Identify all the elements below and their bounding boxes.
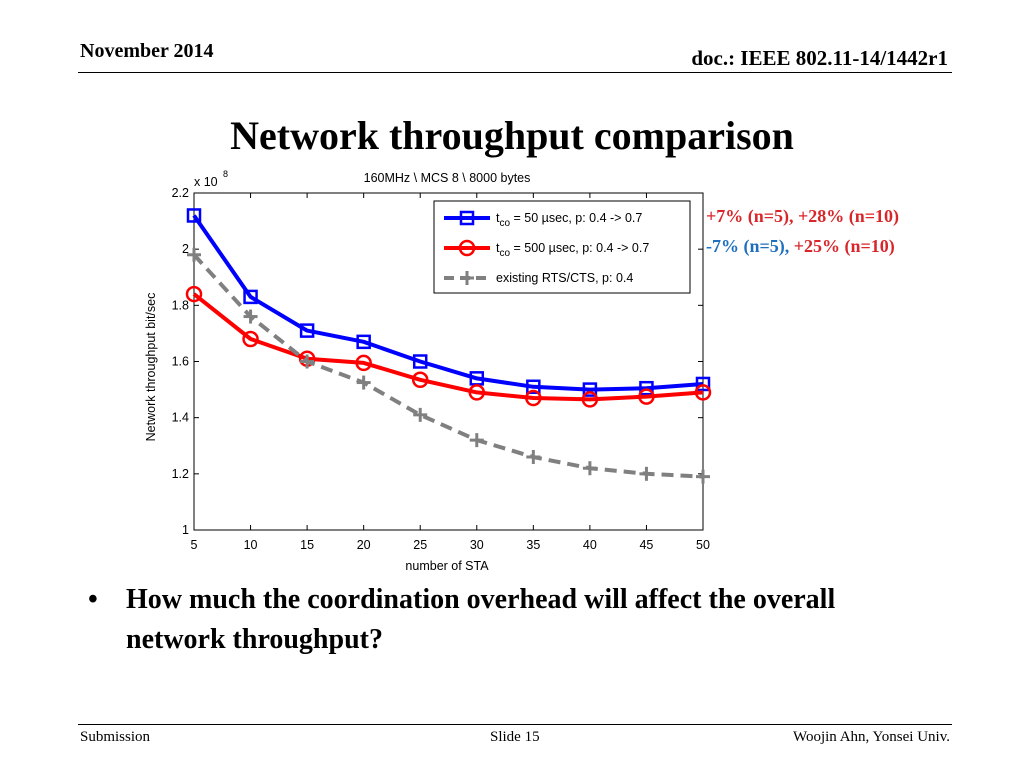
- legend-label: tco = 500 µsec, p: 0.4 -> 0.7: [496, 241, 649, 259]
- data-point: [526, 379, 541, 395]
- header-doc-id: doc.: IEEE 802.11-14/1442r1: [691, 46, 948, 70]
- bullet-symbol: •: [88, 584, 98, 615]
- bullet-point: • How much the coordination overhead wil…: [88, 580, 918, 660]
- y-multiplier: x 10: [194, 175, 218, 189]
- y-tick-label: 1: [182, 523, 189, 537]
- chart-legend: tco = 50 µsec, p: 0.4 -> 0.7 tco = 500 µs…: [433, 200, 691, 294]
- x-tick-label: 15: [300, 538, 314, 552]
- legend-label: existing RTS/CTS, p: 0.4: [496, 271, 633, 285]
- chart-title: 160MHz \ MCS 8 \ 8000 bytes: [364, 171, 531, 185]
- gain-note-blue-part: -7% (n=5),: [706, 236, 790, 256]
- data-point: [582, 382, 598, 397]
- y-tick-label: 1.4: [172, 411, 189, 425]
- y-tick-label: 2.2: [172, 186, 189, 200]
- footer-slide-number: Slide 15: [490, 729, 540, 745]
- series-2: [187, 247, 710, 484]
- y-multiplier-base: x 10: [194, 175, 218, 189]
- slide-title: Network throughput comparison: [230, 113, 794, 158]
- y-multiplier-exponent: 8: [223, 169, 228, 179]
- data-point: [695, 376, 711, 392]
- x-tick-label: 25: [413, 538, 427, 552]
- data-point: [694, 384, 712, 401]
- data-point: [242, 330, 259, 348]
- data-point: [187, 247, 201, 262]
- legend-marker: [460, 271, 474, 285]
- data-point: [356, 375, 371, 390]
- y-tick-label: 1.6: [172, 355, 189, 369]
- data-point: [639, 466, 654, 481]
- gain-note-red: +7% (n=5), +28% (n=10): [706, 206, 900, 226]
- data-point: [412, 354, 428, 369]
- data-point: [243, 309, 258, 324]
- y-tick-label: 1.2: [172, 467, 189, 481]
- data-point: [243, 289, 258, 305]
- header-date: November 2014: [80, 40, 214, 62]
- legend-marker: [458, 239, 476, 257]
- x-tick-label: 40: [583, 538, 597, 552]
- legend-marker: [459, 210, 475, 226]
- data-point: [639, 380, 654, 396]
- data-point: [186, 208, 202, 223]
- data-point: [413, 407, 428, 422]
- y-axis-label: Network throughput bit/sec: [144, 293, 158, 442]
- series-0: [186, 208, 711, 397]
- data-point: [638, 388, 655, 405]
- y-tick-label: 2: [182, 242, 189, 256]
- data-point: [526, 449, 541, 464]
- data-point: [582, 461, 597, 476]
- x-tick-label: 35: [526, 538, 540, 552]
- data-point: [300, 354, 315, 369]
- footer-author: Woojin Ahn, Yonsei Univ.: [792, 729, 950, 745]
- bullet-text: How much the coordination overhead will …: [126, 584, 836, 655]
- header-divider: [78, 72, 952, 73]
- footer-submission: Submission: [80, 729, 151, 745]
- data-point: [469, 433, 484, 448]
- x-tick-label: 5: [191, 538, 198, 552]
- legend-label: tco = 50 µsec, p: 0.4 -> 0.7: [496, 211, 642, 229]
- series-line: [192, 292, 704, 402]
- data-point: [355, 354, 372, 372]
- data-point: [299, 323, 315, 338]
- series-line: [192, 214, 704, 392]
- footer-divider: [78, 724, 952, 725]
- gain-note-mixed: -7% (n=5), +25% (n=10): [706, 236, 895, 257]
- data-point: [185, 285, 203, 303]
- data-point: [581, 391, 599, 408]
- x-tick-label: 10: [244, 538, 258, 552]
- throughput-chart: 160MHz \ MCS 8 \ 8000 bytes x 10 8 5 10 15…: [144, 169, 712, 573]
- x-tick-label: 30: [470, 538, 484, 552]
- series-line: [192, 253, 704, 479]
- y-tick-label: 1.8: [172, 298, 189, 312]
- data-point: [411, 371, 429, 389]
- x-axis-label: number of STA: [405, 559, 489, 573]
- x-tick-label: 45: [639, 538, 653, 552]
- series-1: [185, 285, 712, 408]
- x-tick-label: 20: [357, 538, 371, 552]
- x-tick-label: 50: [696, 538, 710, 552]
- gain-note-red-part: +25% (n=10): [793, 236, 895, 256]
- data-point: [525, 389, 542, 407]
- data-point: [468, 384, 486, 401]
- data-point: [356, 334, 371, 350]
- data-point: [696, 469, 710, 484]
